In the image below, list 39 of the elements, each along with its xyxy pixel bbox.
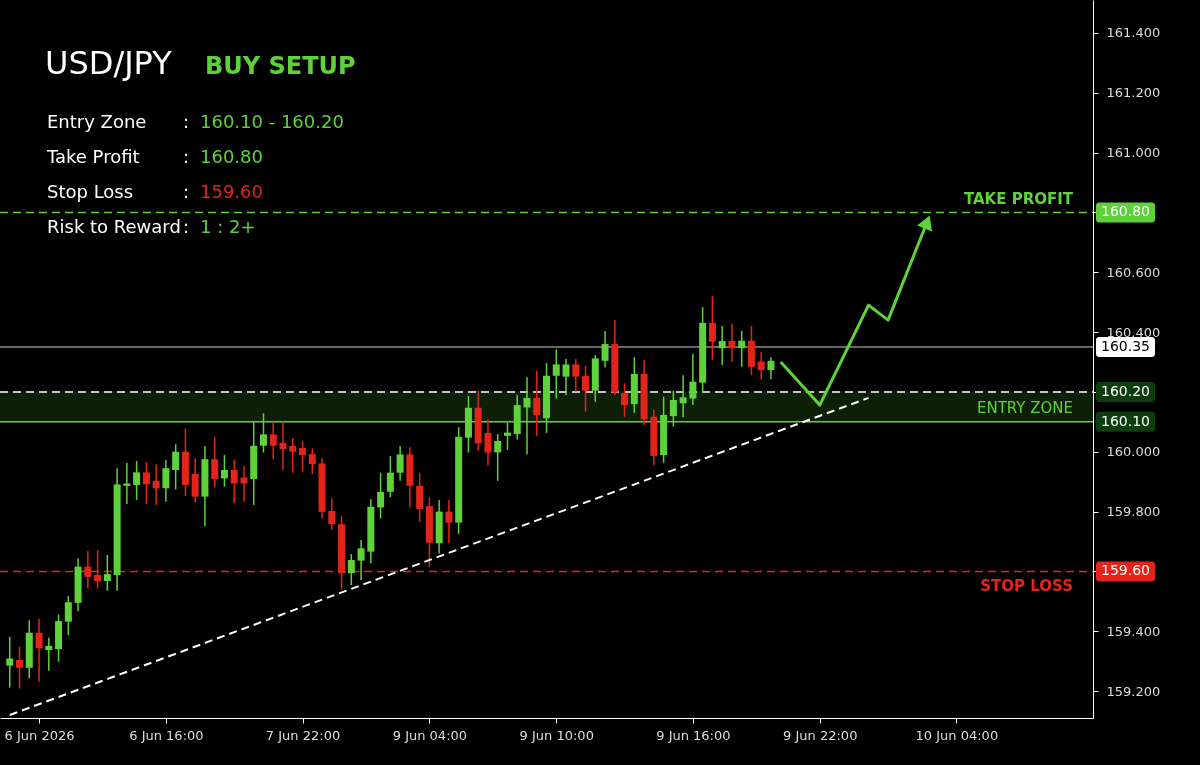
annotation: 159.60 [200, 181, 263, 202]
y-tick-label: 160.000 [1106, 444, 1161, 460]
y-tick-label: 159.400 [1106, 623, 1161, 639]
x-tick-label: 10 Jun 04:00 [915, 727, 999, 743]
ref-line-label: 160.35 [1101, 338, 1150, 355]
y-tick-label: 159.800 [1106, 504, 1161, 520]
ref-line-label: 160.80 [1101, 203, 1150, 220]
text: USD/JPY [45, 44, 173, 82]
annotation: STOP LOSS [980, 577, 1073, 596]
annotation: Take Profit [46, 146, 140, 167]
x-tick-label: 7 Jun 22:00 [265, 727, 341, 743]
annotation: 160.80 [200, 146, 263, 167]
x-tick-label: 9 Jun 16:00 [656, 727, 731, 743]
annotation: : [183, 216, 190, 237]
x-tick-label: 9 Jun 04:00 [392, 727, 468, 743]
band-label: ENTRY ZONE [976, 398, 1073, 417]
y-tick-label: 160.400 [1106, 324, 1161, 340]
ref-line-label: 159.60 [1101, 562, 1150, 579]
y-tick-label: 161.000 [1106, 145, 1161, 161]
annotation: : [183, 146, 190, 167]
x-tick-label: 9 Jun 10:00 [519, 727, 594, 743]
x-tick-label: 9 Jun 22:00 [783, 727, 858, 743]
x-tick-label: 6 Jun 2026 [4, 727, 75, 743]
y-tick-label: 159.200 [1106, 683, 1161, 699]
annotation: Risk to Reward [47, 216, 181, 237]
annotation: : [183, 181, 190, 202]
annotation: 1 : 2+ [200, 216, 256, 237]
x-tick-label: 6 Jun 16:00 [129, 727, 204, 743]
y-tick-label: 161.400 [1106, 25, 1161, 41]
y-tick-label: 161.200 [1106, 85, 1161, 101]
y-tick-label: 160.600 [1106, 264, 1161, 280]
text: BUY SETUP [205, 52, 356, 80]
annotation: Entry Zone [47, 111, 147, 132]
annotation: 160.10 - 160.20 [200, 111, 344, 132]
ref-line-label: 160.10 [1101, 412, 1150, 429]
annotation: Stop Loss [47, 181, 134, 202]
annotation: : [183, 111, 190, 132]
ref-line-label: 160.20 [1101, 382, 1150, 399]
annotation: TAKE PROFIT [963, 190, 1074, 209]
